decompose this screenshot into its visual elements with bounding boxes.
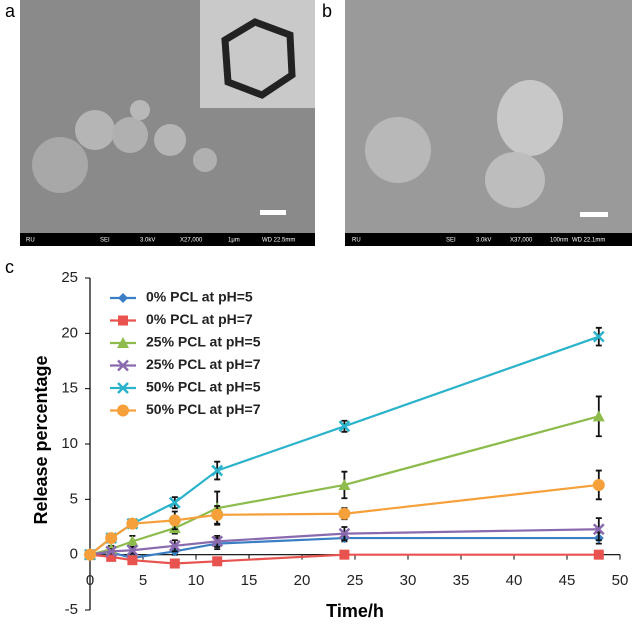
panel-label: a: [5, 1, 16, 21]
y-tick-label: 10: [61, 435, 78, 452]
marker: [127, 555, 138, 566]
legend-label: 0% PCL at pH=7: [146, 311, 253, 327]
sem-image-a: [20, 0, 315, 246]
x-tick-label: 0: [86, 572, 94, 589]
x-tick-label: 20: [294, 572, 311, 589]
y-axis-label: Release percentage: [31, 355, 51, 524]
sem-info: X27,000: [180, 238, 203, 244]
sem-info: 3.0kV: [476, 238, 491, 244]
sem-info: X37,000: [510, 238, 533, 244]
sem-info: SEI: [100, 238, 110, 244]
y-tick-label: 5: [70, 490, 78, 507]
marker: [105, 532, 118, 545]
marker: [211, 464, 224, 477]
marker: [339, 549, 350, 560]
x-tick-label: 35: [453, 572, 470, 589]
marker: [338, 527, 351, 540]
x-tick-label: 25: [347, 572, 364, 589]
marker: [126, 544, 139, 557]
sem-info: RU: [26, 238, 35, 244]
marker: [338, 507, 351, 520]
marker: [169, 558, 180, 569]
marker: [338, 478, 351, 490]
x-tick-label: 30: [400, 572, 417, 589]
marker: [211, 508, 224, 521]
x-tick-label: 40: [506, 572, 523, 589]
sem-info: 3.0kV: [140, 238, 155, 244]
marker: [106, 551, 117, 562]
marker: [117, 337, 129, 348]
marker: [118, 293, 128, 303]
marker: [84, 548, 96, 561]
legend-label: 25% PCL at pH=7: [146, 356, 261, 372]
y-tick-label: 25: [61, 269, 78, 286]
marker: [593, 549, 604, 560]
marker: [592, 523, 605, 536]
x-tick-label: 45: [559, 572, 576, 589]
sem-info: 1μm: [228, 238, 240, 244]
legend-label: 50% PCL at pH=5: [146, 379, 261, 395]
marker: [212, 556, 223, 567]
x-tick-label: 15: [241, 572, 258, 589]
marker: [117, 359, 129, 372]
marker: [117, 382, 129, 394]
x-tick-label: 5: [139, 572, 147, 589]
marker: [168, 496, 181, 509]
marker: [168, 514, 181, 527]
sem-info: SEI: [446, 238, 456, 244]
x-tick-label: 10: [188, 572, 205, 589]
marker: [592, 330, 605, 343]
marker: [338, 420, 351, 433]
legend-label: 0% PCL at pH=5: [146, 289, 253, 305]
x-axis-label: Time/h: [326, 601, 384, 621]
sem-info: WD 22.5mm: [262, 238, 295, 244]
sem-info: RU: [352, 238, 361, 244]
legend-label: 50% PCL at pH=7: [146, 401, 261, 417]
sem-info: WD 22.1mm: [572, 238, 605, 244]
y-tick-label: -5: [65, 601, 78, 618]
marker: [168, 539, 181, 552]
sem-info: 100nm: [550, 238, 568, 244]
panel-label: b: [322, 1, 332, 21]
marker: [105, 545, 118, 558]
y-tick-label: 0: [70, 546, 78, 563]
marker: [211, 535, 224, 548]
y-tick-label: 20: [61, 324, 78, 341]
sem-image-b: [345, 0, 632, 246]
x-tick-label: 50: [612, 572, 629, 589]
marker: [592, 410, 605, 422]
marker: [592, 478, 605, 491]
legend-label: 25% PCL at pH=5: [146, 334, 261, 350]
marker: [126, 517, 139, 530]
marker: [117, 404, 129, 417]
y-tick-label: 15: [61, 380, 78, 397]
marker: [118, 315, 128, 326]
panel-label: c: [5, 257, 14, 277]
marker: [126, 535, 139, 547]
